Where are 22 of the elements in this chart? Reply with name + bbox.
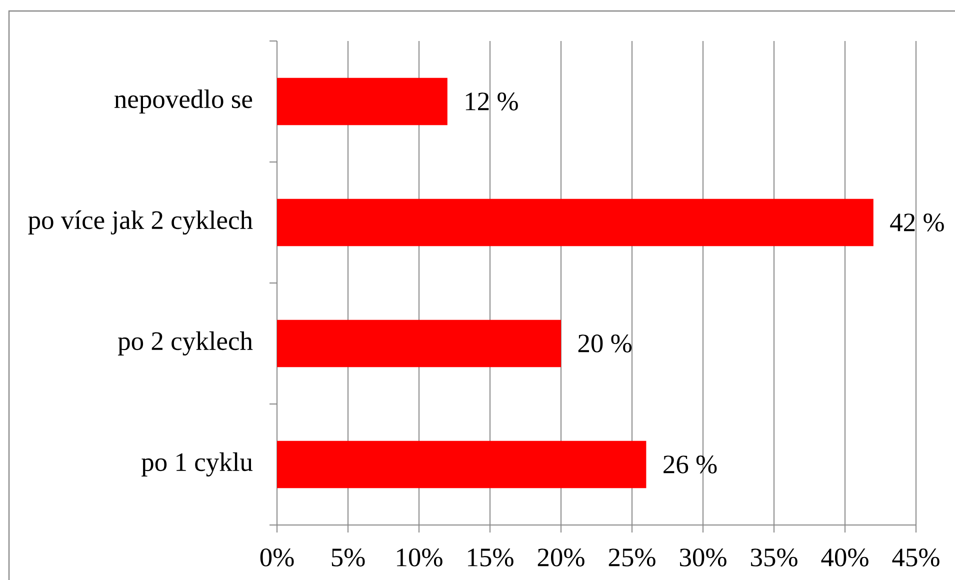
x-tick-label: 35% — [750, 548, 798, 566]
x-tick-label: 5% — [332, 548, 365, 566]
data-label: 20 % — [578, 334, 632, 352]
x-tick-label: 30% — [680, 548, 726, 566]
bar — [277, 198, 874, 246]
x-tick-label: 40% — [821, 548, 868, 566]
data-label: 12 % — [466, 92, 518, 110]
bar — [277, 320, 562, 368]
y-tick-label: nepovedlo se — [114, 89, 252, 114]
x-tick-label: 45% — [892, 548, 940, 566]
x-tick-label: 20% — [538, 548, 584, 566]
x-tick-label: 25% — [608, 548, 656, 566]
y-tick-label: po 2 cyklech — [118, 331, 253, 356]
data-label: 26 % — [664, 456, 717, 474]
x-tick-label: 15% — [468, 548, 514, 566]
x-tick-label: 10% — [397, 548, 442, 566]
data-label: 42 % — [890, 214, 944, 232]
x-tick-label: 0% — [260, 548, 294, 566]
y-tick-label: po 1 cyklu — [142, 452, 253, 477]
bar — [277, 78, 448, 126]
y-tick-label: po více jak 2 cyklech — [28, 210, 253, 235]
bar — [277, 440, 646, 488]
